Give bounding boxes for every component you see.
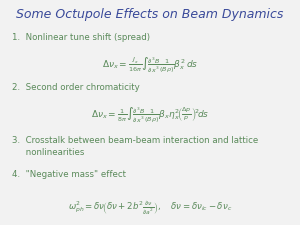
Text: 1.  Nonlinear tune shift (spread): 1. Nonlinear tune shift (spread) <box>12 33 150 42</box>
Text: $\omega_{ph}^2 = \delta\nu\!\left(\delta\nu + 2b^2\frac{\partial\nu}{\partial a^: $\omega_{ph}^2 = \delta\nu\!\left(\delta… <box>68 199 232 216</box>
Text: 4.  "Negative mass" effect: 4. "Negative mass" effect <box>12 170 126 179</box>
Text: 2.  Second order chromaticity: 2. Second order chromaticity <box>12 83 140 92</box>
Text: 3.  Crosstalk between beam-beam interaction and lattice
     nonlinearities: 3. Crosstalk between beam-beam interacti… <box>12 136 258 157</box>
Text: $\Delta\nu_x = \frac{1}{8\pi}\int\frac{\partial^3 B}{\partial x^3}\frac{1}{(B\rh: $\Delta\nu_x = \frac{1}{8\pi}\int\frac{\… <box>91 106 209 124</box>
Text: $\Delta\nu_x = \frac{J_x}{16\pi}\int\frac{\partial^3 B}{\partial x^3}\frac{1}{(B: $\Delta\nu_x = \frac{J_x}{16\pi}\int\fra… <box>102 55 198 74</box>
Text: Some Octupole Effects on Beam Dynamics: Some Octupole Effects on Beam Dynamics <box>16 8 284 21</box>
